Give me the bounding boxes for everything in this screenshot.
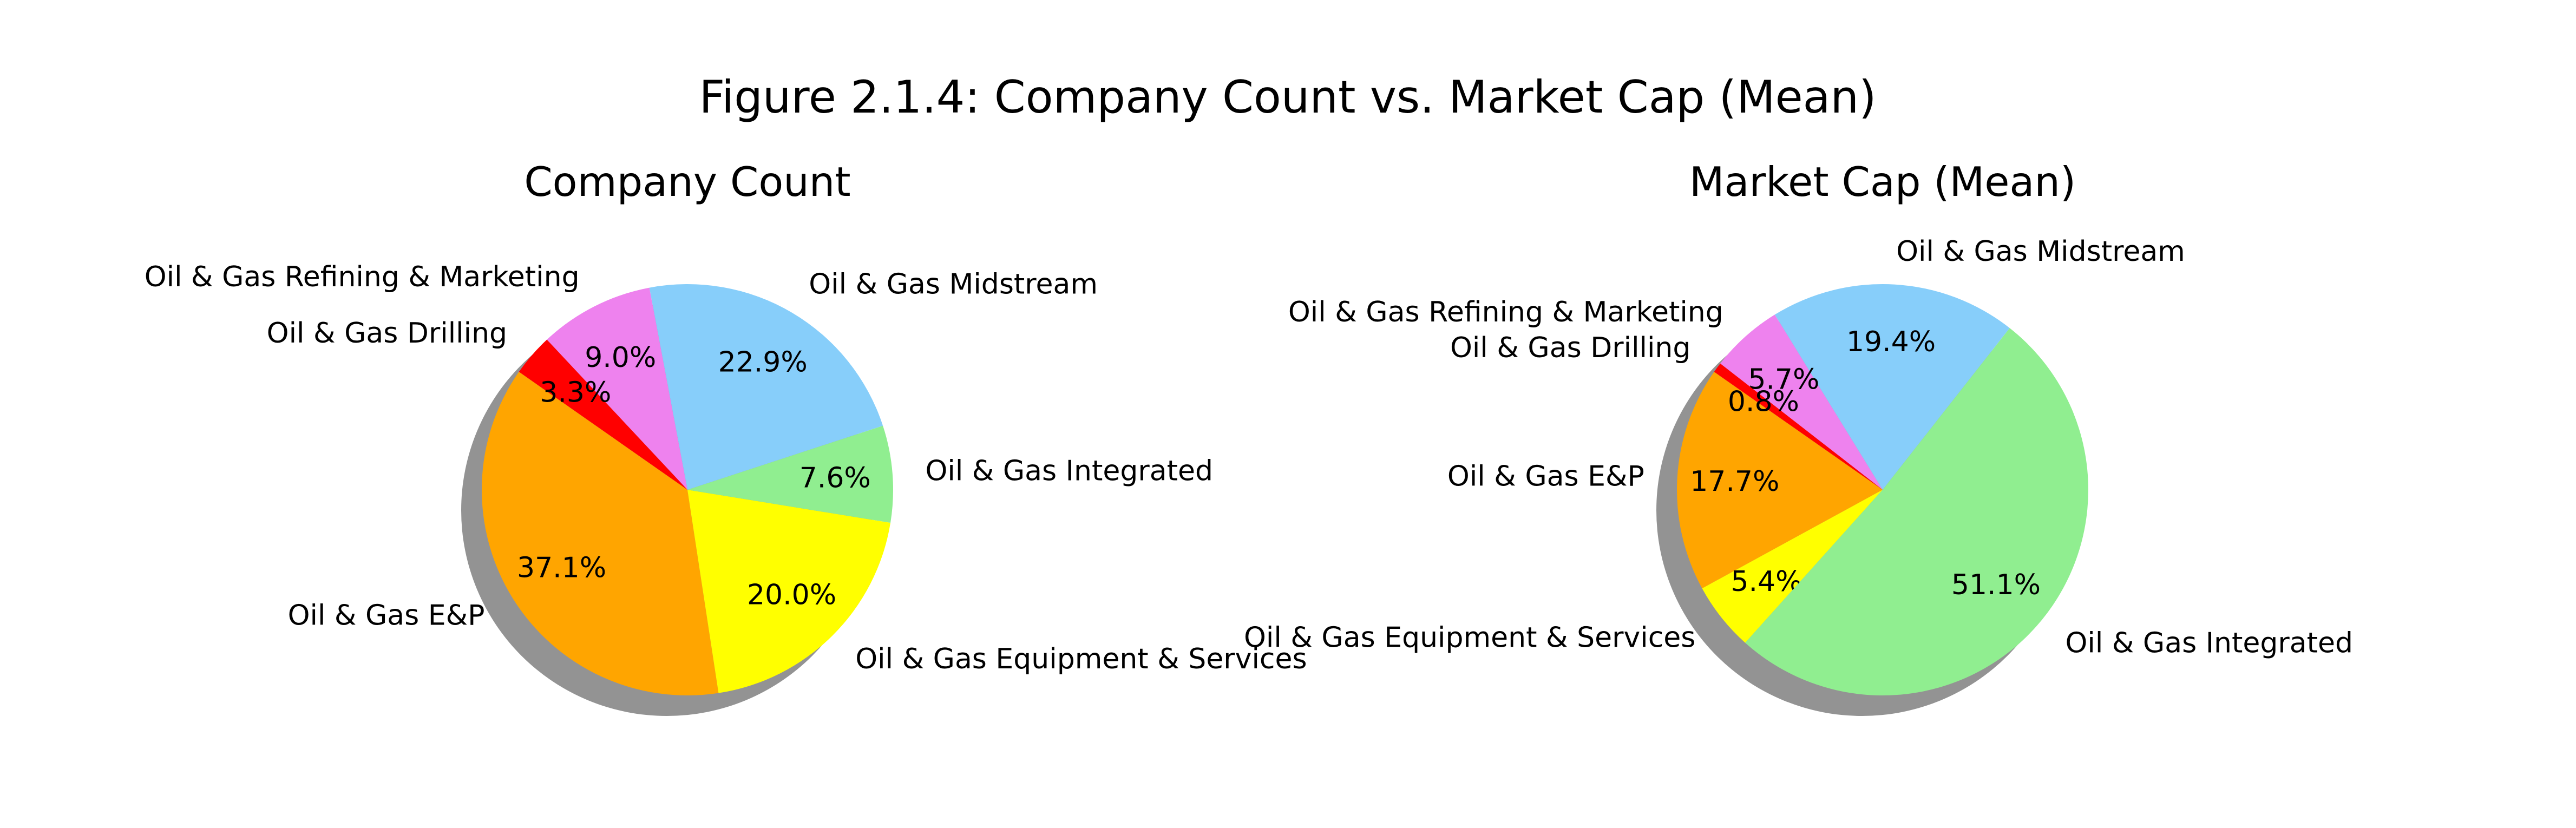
pie-category-label-oil-and-gas-drilling: Oil & Gas Drilling bbox=[1450, 332, 1690, 364]
pie-slice-oil-and-gas-integrated bbox=[687, 425, 894, 523]
pie-pct-label-oil-and-gas-eandp: 37.1% bbox=[517, 551, 606, 584]
pie-slice-oil-and-gas-equipment-and-services bbox=[1702, 490, 1883, 643]
pie-pct-label-oil-and-gas-drilling: 0.8% bbox=[1728, 385, 1799, 418]
pie-chart-market-cap-mean: Market Cap (Mean) 17.7% Oil & Gas E&P 5.4%… bbox=[1244, 158, 2353, 716]
pie-slice-oil-and-gas-refining-and-marketing bbox=[547, 287, 687, 490]
pie-pct-label-oil-and-gas-refining-and-marketing: 5.7% bbox=[1748, 363, 1819, 396]
pie-category-label-oil-and-gas-midstream: Oil & Gas Midstream bbox=[1896, 235, 2185, 268]
pie-category-label-oil-and-gas-eandp: Oil & Gas E&P bbox=[288, 600, 485, 632]
pie-pct-label-oil-and-gas-refining-and-marketing: 9.0% bbox=[585, 341, 656, 374]
pie-category-label-oil-and-gas-refining-and-marketing: Oil & Gas Refining & Marketing bbox=[1288, 296, 1723, 328]
pie-chart-company-count: Company Count 37.1% Oil & Gas E&P 20.0% Oil… bbox=[145, 158, 1307, 716]
pie-slice-oil-and-gas-midstream bbox=[1774, 284, 2010, 490]
pie-slice-oil-and-gas-integrated bbox=[1745, 328, 2088, 695]
pie-slice-oil-and-gas-drilling bbox=[1714, 363, 1883, 490]
pie-category-label-oil-and-gas-integrated: Oil & Gas Integrated bbox=[2065, 627, 2353, 660]
pie-pct-label-oil-and-gas-integrated: 7.6% bbox=[799, 462, 871, 495]
pie-slice-oil-and-gas-eandp bbox=[1677, 372, 1883, 589]
pie-slice-oil-and-gas-eandp bbox=[481, 372, 719, 696]
pie-category-label-oil-and-gas-midstream: Oil & Gas Midstream bbox=[809, 268, 1098, 301]
pie-category-label-oil-and-gas-eandp: Oil & Gas E&P bbox=[1447, 461, 1644, 493]
pie-pct-label-oil-and-gas-midstream: 19.4% bbox=[1846, 326, 1936, 358]
pie-slice-oil-and-gas-midstream bbox=[649, 284, 883, 490]
pie-pct-label-oil-and-gas-equipment-and-services: 20.0% bbox=[747, 579, 836, 611]
pie-slice-oil-and-gas-refining-and-marketing bbox=[1720, 314, 1883, 490]
figure-title: Figure 2.1.4: Company Count vs. Market C… bbox=[699, 71, 1876, 123]
pie-category-label-oil-and-gas-refining-and-marketing: Oil & Gas Refining & Marketing bbox=[145, 261, 580, 293]
pie-pct-label-oil-and-gas-integrated: 51.1% bbox=[1951, 569, 2041, 601]
pie-category-label-oil-and-gas-integrated: Oil & Gas Integrated bbox=[925, 455, 1213, 488]
pie-category-label-oil-and-gas-equipment-and-services: Oil & Gas Equipment & Services bbox=[855, 643, 1307, 675]
pie-slice-oil-and-gas-equipment-and-services bbox=[687, 490, 891, 693]
pie-pct-label-oil-and-gas-equipment-and-services: 5.4% bbox=[1731, 566, 1802, 598]
chart-title-company-count: Company Count bbox=[524, 158, 850, 206]
pie-category-label-oil-and-gas-equipment-and-services: Oil & Gas Equipment & Services bbox=[1244, 622, 1695, 654]
pie-category-label-oil-and-gas-drilling: Oil & Gas Drilling bbox=[267, 317, 507, 350]
chart-title-market-cap-mean: Market Cap (Mean) bbox=[1689, 158, 2076, 206]
pie-pct-label-oil-and-gas-drilling: 3.3% bbox=[540, 377, 611, 409]
pie-slice-oil-and-gas-drilling bbox=[519, 339, 687, 490]
pie-pct-label-oil-and-gas-eandp: 17.7% bbox=[1690, 465, 1779, 498]
pie-pct-label-oil-and-gas-midstream: 22.9% bbox=[718, 346, 808, 378]
